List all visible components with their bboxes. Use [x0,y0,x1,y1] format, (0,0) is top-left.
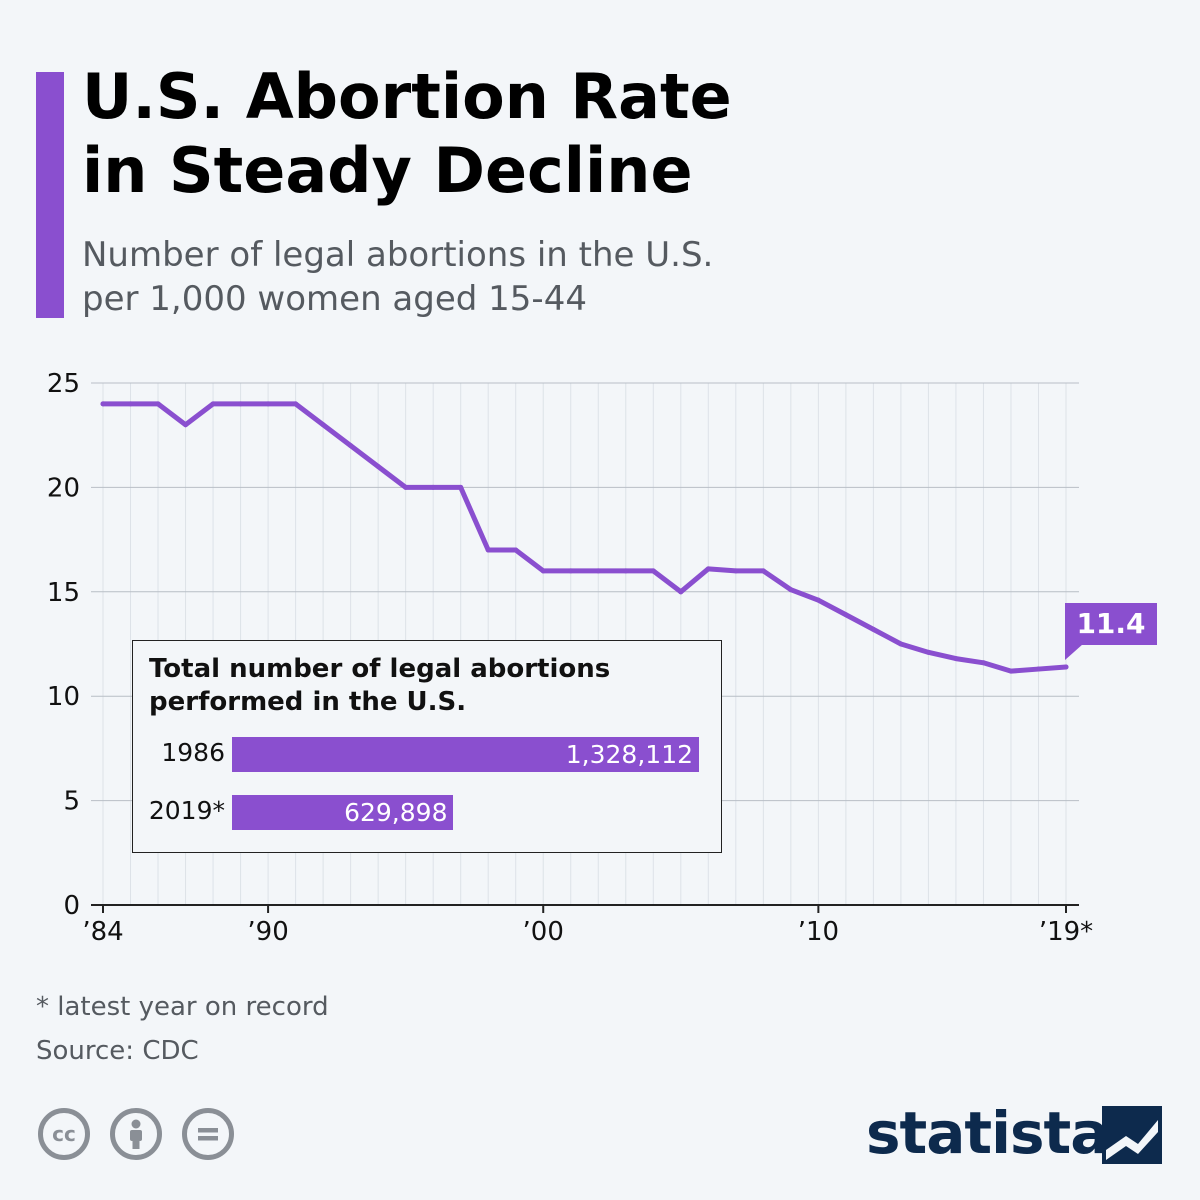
data-point [155,401,161,407]
inset-year-label: 1986 [161,738,225,767]
series-group [100,401,1069,674]
data-point [513,547,519,553]
chart-subtitle: Number of legal abortions in the U.S. pe… [82,233,982,321]
inset-title: Total number of legal abortions performe… [149,653,709,719]
data-point [953,656,959,662]
data-point [980,660,986,666]
y-axis-tick-labels: 0 5 10 15 20 25 [47,369,80,921]
data-point [210,401,216,407]
x-axis-tick-labels: ’84 ’90 ’00 ’10 ’19* [82,905,1093,947]
x-tick-label: ’84 [82,917,123,947]
data-point [183,422,189,428]
chart-title: U.S. Abortion Rate in Steady Decline [82,60,982,208]
x-tick-label: ’19* [1039,917,1093,947]
data-point [788,587,794,593]
data-point [678,589,684,595]
attribution-icon [110,1108,162,1160]
x-tick-label: ’10 [798,917,839,947]
inset-year-label: 2019* [148,796,225,825]
data-point [898,641,904,647]
data-point [870,626,876,632]
inset-title-line-1: Total number of legal abortions [149,654,611,684]
inset-title-line-2: performed in the U.S. [149,687,467,717]
data-point [733,568,739,574]
last-value-callout-pointer [1065,644,1083,660]
x-tick-label: ’90 [247,917,288,947]
source-note: Source: CDC [36,1036,199,1066]
data-point [265,401,271,407]
data-point [568,568,574,574]
series-line [100,401,1069,674]
data-point [100,401,106,407]
chart-title-line-2: in Steady Decline [82,134,693,207]
x-tick-label: ’00 [523,917,564,947]
data-point [705,566,711,572]
chart-title-line-1: U.S. Abortion Rate [82,60,732,133]
data-point [320,422,326,428]
y-tick-label: 5 [63,787,80,817]
inset-bar: 1,328,112 [232,737,699,772]
data-point [1035,666,1041,672]
last-value-callout: 11.4 [1065,603,1157,645]
data-point [238,401,244,407]
y-tick-label: 15 [47,578,80,608]
y-tick-label: 20 [47,473,80,503]
data-point [403,484,409,490]
data-point [623,568,629,574]
chart-subtitle-line-1: Number of legal abortions in the U.S. [82,235,714,275]
data-point [843,612,849,618]
data-point [595,568,601,574]
y-tick-label: 10 [47,682,80,712]
data-point [650,568,656,574]
footnote: * latest year on record [36,992,329,1022]
y-tick-label: 0 [63,891,80,921]
data-point [540,568,546,574]
data-point [430,484,436,490]
y-tick-label: 25 [47,369,80,399]
statista-logo-text: statista [866,1099,1109,1167]
inset-bar: 629,898 [232,795,454,830]
no-derivatives-icon [182,1108,234,1160]
chart-subtitle-line-2: per 1,000 women aged 15-44 [82,279,587,319]
data-point [458,484,464,490]
data-point [925,649,931,655]
data-point [348,443,354,449]
title-accent-bar [36,72,64,318]
data-point [815,597,821,603]
data-point [485,547,491,553]
data-point [128,401,134,407]
creative-commons-icon: cc [38,1108,90,1160]
data-point [760,568,766,574]
data-point [1008,668,1014,674]
inset-totals-box: Total number of legal abortions performe… [132,640,722,853]
data-point [293,401,299,407]
data-point [375,464,381,470]
data-point [1063,664,1069,670]
statista-logo-mark-icon [1102,1106,1162,1164]
